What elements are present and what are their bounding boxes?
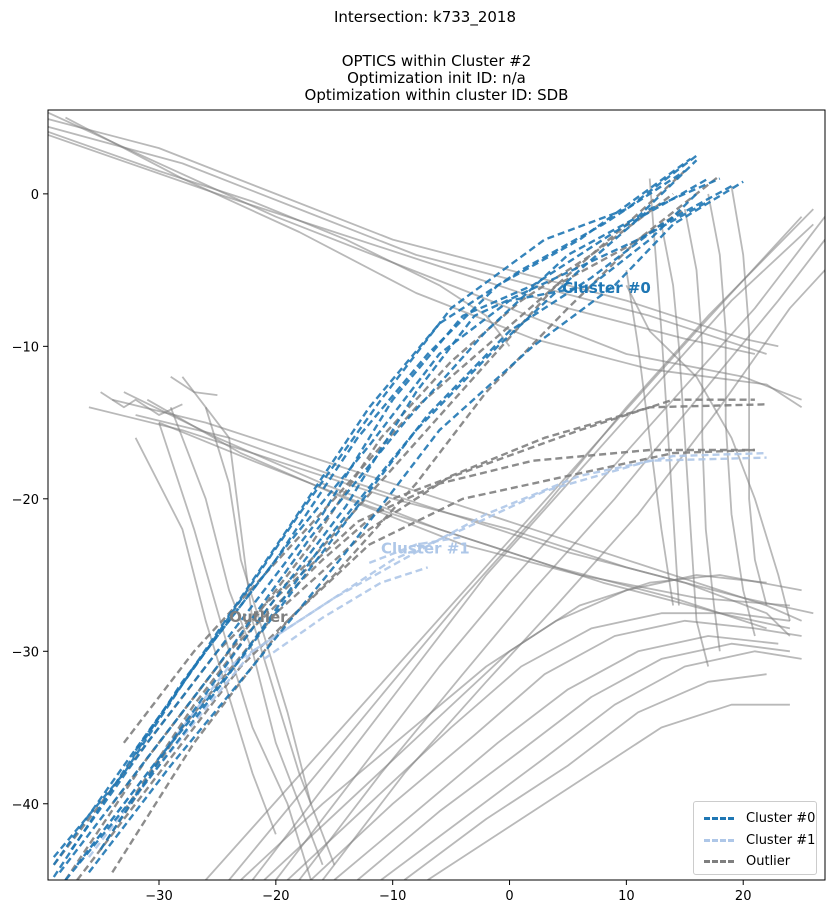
background-track bbox=[683, 208, 721, 652]
x-tick-label: 0 bbox=[505, 889, 513, 904]
series-track-cluster-0 bbox=[134, 193, 698, 752]
x-tick-label: −10 bbox=[379, 889, 406, 904]
background-track bbox=[275, 216, 825, 880]
y-tick-label: −10 bbox=[12, 340, 39, 355]
x-tick-label: −30 bbox=[145, 889, 172, 904]
x-tick-label: −20 bbox=[262, 889, 289, 904]
background-track bbox=[48, 118, 779, 348]
background-track bbox=[228, 208, 814, 880]
series-track-outlier bbox=[111, 448, 755, 874]
background-track bbox=[123, 391, 767, 630]
x-tick-label: 10 bbox=[618, 889, 635, 904]
background-track bbox=[100, 391, 183, 416]
background-track bbox=[170, 376, 218, 396]
series-track-outlier bbox=[76, 174, 721, 880]
series-track-cluster-1 bbox=[368, 535, 463, 565]
background-track bbox=[204, 407, 312, 805]
background-track bbox=[625, 284, 791, 622]
background-track bbox=[357, 642, 791, 880]
legend-label-outlier: Outlier bbox=[746, 853, 791, 869]
series-track-cluster-0 bbox=[76, 185, 733, 866]
legend-swatch-outlier bbox=[704, 859, 734, 863]
annotation-outlier: Outlier bbox=[229, 608, 288, 626]
background-track bbox=[298, 239, 825, 880]
y-tick-label: −20 bbox=[12, 493, 39, 508]
series-track-cluster-0 bbox=[99, 200, 709, 851]
y-tick-label: 0 bbox=[31, 188, 39, 203]
cluster-annotations: Cluster #0 Cluster #1 Outlier bbox=[229, 279, 651, 626]
background-track bbox=[427, 703, 790, 880]
legend-label-cluster-0: Cluster #0 bbox=[746, 810, 816, 826]
annotation-cluster-0: Cluster #0 bbox=[562, 279, 651, 297]
background-track bbox=[205, 216, 803, 880]
background-track bbox=[240, 574, 767, 880]
series-track-cluster-0 bbox=[58, 159, 698, 874]
series-track-cluster-0 bbox=[87, 180, 744, 874]
background-track bbox=[310, 619, 802, 880]
legend: Cluster #0 Cluster #1 Outlier bbox=[693, 801, 817, 875]
series-track-outlier bbox=[99, 403, 767, 851]
background-track bbox=[730, 186, 768, 606]
background-track bbox=[333, 635, 779, 880]
x-tick-label: 20 bbox=[735, 889, 752, 904]
series-track-cluster-0 bbox=[52, 157, 692, 878]
y-tick-label: −30 bbox=[12, 645, 39, 660]
background-track bbox=[48, 125, 767, 355]
axes-frame bbox=[47, 109, 826, 881]
background-track bbox=[625, 269, 674, 606]
background-track bbox=[660, 224, 710, 667]
legend-item-cluster-0: Cluster #0 bbox=[704, 810, 815, 826]
series-track-cluster-0 bbox=[70, 177, 709, 851]
figure-suptitle: Intersection: k733_2018 bbox=[333, 8, 517, 26]
x-axis: −30 −20 −10 0 10 20 bbox=[145, 880, 751, 904]
annotation-cluster-1: Cluster #1 bbox=[381, 540, 470, 558]
background-track bbox=[707, 193, 756, 637]
legend-swatch-cluster-1 bbox=[704, 838, 734, 842]
background-track bbox=[158, 422, 312, 880]
cluster-tracks bbox=[52, 154, 767, 880]
title-line-2: Optimization init ID: n/a bbox=[347, 69, 526, 87]
background-track bbox=[403, 673, 767, 880]
background-track bbox=[135, 414, 791, 637]
legend-item-cluster-1: Cluster #1 bbox=[704, 832, 815, 848]
series-track-cluster-1 bbox=[263, 566, 429, 660]
y-tick-label: −40 bbox=[12, 798, 39, 813]
legend-item-outlier: Outlier bbox=[704, 853, 790, 869]
y-axis: 0 −10 −20 −30 −40 bbox=[12, 188, 48, 813]
plot-title: OPTICS within Cluster #2 Optimization in… bbox=[48, 53, 825, 104]
title-line-1: OPTICS within Cluster #2 bbox=[341, 52, 532, 70]
series-track-cluster-0 bbox=[52, 169, 686, 858]
legend-swatch-cluster-0 bbox=[704, 816, 734, 820]
series-track-outlier bbox=[122, 208, 686, 744]
title-line-3: Optimization within cluster ID: SDB bbox=[304, 86, 569, 104]
background-track bbox=[48, 133, 756, 355]
legend-label-cluster-1: Cluster #1 bbox=[746, 832, 816, 848]
background-track bbox=[134, 437, 277, 835]
series-track-cluster-0 bbox=[64, 177, 721, 880]
series-track-cluster-1 bbox=[87, 451, 767, 858]
series-track-outlier bbox=[64, 398, 755, 880]
background-track bbox=[181, 376, 336, 866]
background-track bbox=[251, 223, 814, 880]
background-track bbox=[48, 130, 511, 347]
background-track bbox=[146, 398, 790, 607]
background-track bbox=[380, 650, 802, 880]
background-track bbox=[48, 111, 802, 401]
background-track bbox=[286, 612, 791, 880]
